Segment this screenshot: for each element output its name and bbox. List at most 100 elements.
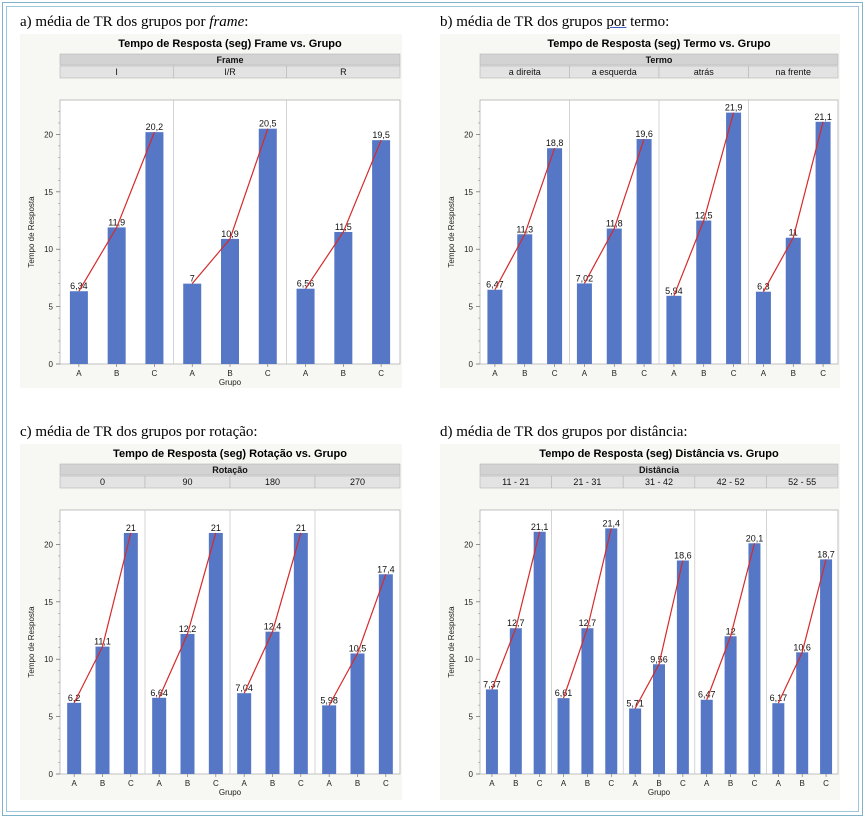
- x-tick-label: B: [800, 779, 805, 788]
- data-label: 12,2: [179, 624, 197, 634]
- data-label: 5,98: [320, 695, 338, 705]
- caption-d: d) média de TR dos grupos por distância:: [440, 424, 688, 441]
- mean-line: [328, 574, 387, 706]
- x-axis-label: Grupo: [219, 378, 242, 387]
- data-label: 20,2: [146, 122, 164, 132]
- bar-a: [322, 705, 337, 774]
- x-tick-label: A: [241, 779, 247, 788]
- x-tick-label: C: [383, 779, 389, 788]
- mean-line: [305, 139, 382, 290]
- facet-label-cell: [748, 65, 839, 79]
- bar-c: [123, 532, 138, 774]
- chart-panel-frame: a) média de TR dos grupos por frame: Tem…: [20, 14, 402, 388]
- bar-a: [296, 288, 315, 364]
- facet-header-bar: [59, 463, 401, 476]
- facet-label: atrás: [694, 67, 715, 77]
- data-label: 18,6: [674, 551, 692, 561]
- caption-a-suffix: :: [244, 14, 249, 30]
- bar-b: [785, 237, 801, 364]
- x-tick-label: B: [100, 779, 105, 788]
- x-tick-label: A: [492, 369, 498, 378]
- bar-b: [517, 234, 533, 364]
- mean-line: [73, 532, 132, 704]
- bar-c: [547, 148, 563, 364]
- mean-line: [243, 532, 302, 694]
- y-tick-label: 10: [44, 655, 53, 664]
- facet-label: 52 - 55: [788, 477, 816, 487]
- data-label: 12,4: [264, 622, 282, 632]
- data-label: 9,56: [650, 654, 668, 664]
- data-label: 11: [789, 228, 798, 238]
- mean-line: [191, 128, 269, 285]
- facet-label: 90: [182, 477, 192, 487]
- caption-b: b) média de TR dos grupos por termo:: [440, 14, 669, 31]
- chart-title: Tempo de Resposta (seg) Frame vs. Grupo: [118, 38, 342, 50]
- y-tick-label: 5: [49, 303, 54, 312]
- caption-a-emphasis: frame: [209, 14, 245, 30]
- facet-label-cell: [286, 65, 401, 79]
- y-tick-label: 15: [464, 188, 473, 197]
- bar-b: [796, 652, 809, 774]
- x-tick-label: A: [303, 369, 309, 378]
- x-tick-label: A: [632, 779, 638, 788]
- caption-b-underlined: por: [606, 14, 627, 30]
- bar-a: [67, 702, 82, 774]
- chart-svg: Tempo de Resposta (seg) Termo vs. Grupo T…: [440, 34, 840, 388]
- data-label: 21,1: [531, 522, 549, 532]
- mean-line: [634, 560, 684, 709]
- bar-c: [258, 128, 277, 364]
- bar-c: [293, 532, 308, 774]
- x-tick-label: C: [213, 779, 219, 788]
- x-tick-label: A: [76, 369, 82, 378]
- data-label: 20,1: [746, 533, 764, 543]
- data-label: 21: [126, 523, 136, 533]
- bar-c: [372, 140, 391, 364]
- x-tick-label: A: [704, 779, 710, 788]
- data-label: 12,5: [695, 211, 713, 221]
- data-label: 6,56: [297, 279, 315, 289]
- facet-label-cell: [314, 475, 401, 489]
- bar-b: [350, 653, 365, 774]
- x-tick-label: C: [680, 779, 686, 788]
- bar-b: [509, 628, 522, 774]
- x-tick-label: B: [270, 779, 275, 788]
- x-tick-label: C: [128, 779, 134, 788]
- chart-title: Tempo de Resposta (seg) Distância vs. Gr…: [539, 448, 779, 460]
- x-tick-label: B: [522, 369, 527, 378]
- bar-a: [576, 283, 592, 364]
- facet-label: a esquerda: [592, 67, 637, 77]
- bar-b: [581, 628, 594, 774]
- mean-line: [706, 543, 756, 700]
- bar-a: [183, 283, 202, 364]
- x-tick-label: C: [298, 779, 304, 788]
- chart-title: Tempo de Resposta (seg) Rotação vs. Grup…: [113, 448, 347, 460]
- bar-c: [636, 139, 652, 364]
- y-tick-label: 10: [44, 245, 53, 254]
- chart-svg: Tempo de Resposta (seg) Rotação vs. Grup…: [20, 444, 402, 800]
- x-tick-label: A: [761, 369, 767, 378]
- y-tick-label: 15: [44, 598, 53, 607]
- mean-line: [78, 131, 156, 292]
- bar-a: [772, 703, 785, 774]
- x-tick-label: B: [656, 779, 661, 788]
- bar-b: [653, 664, 665, 774]
- y-tick-label: 5: [469, 303, 474, 312]
- caption-a: a) média de TR dos grupos por frame:: [20, 14, 248, 31]
- x-tick-label: B: [791, 369, 796, 378]
- bar-b: [265, 631, 280, 774]
- data-label: 7,02: [576, 273, 594, 283]
- bar-c: [676, 560, 689, 774]
- bar-a: [152, 697, 167, 774]
- y-tick-label: 5: [49, 713, 54, 722]
- data-label: 6,47: [698, 690, 716, 700]
- facet-header-bar: [59, 53, 401, 66]
- x-tick-label: B: [341, 369, 346, 378]
- x-tick-label: B: [585, 779, 590, 788]
- data-label: 6,2: [68, 693, 81, 703]
- y-axis-label: Tempo de Resposta: [447, 196, 456, 268]
- facet-variable-label: Distância: [639, 465, 680, 475]
- x-tick-label: C: [641, 369, 647, 378]
- bar-b: [696, 220, 712, 364]
- data-label: 10,6: [793, 642, 811, 652]
- x-tick-label: C: [608, 779, 614, 788]
